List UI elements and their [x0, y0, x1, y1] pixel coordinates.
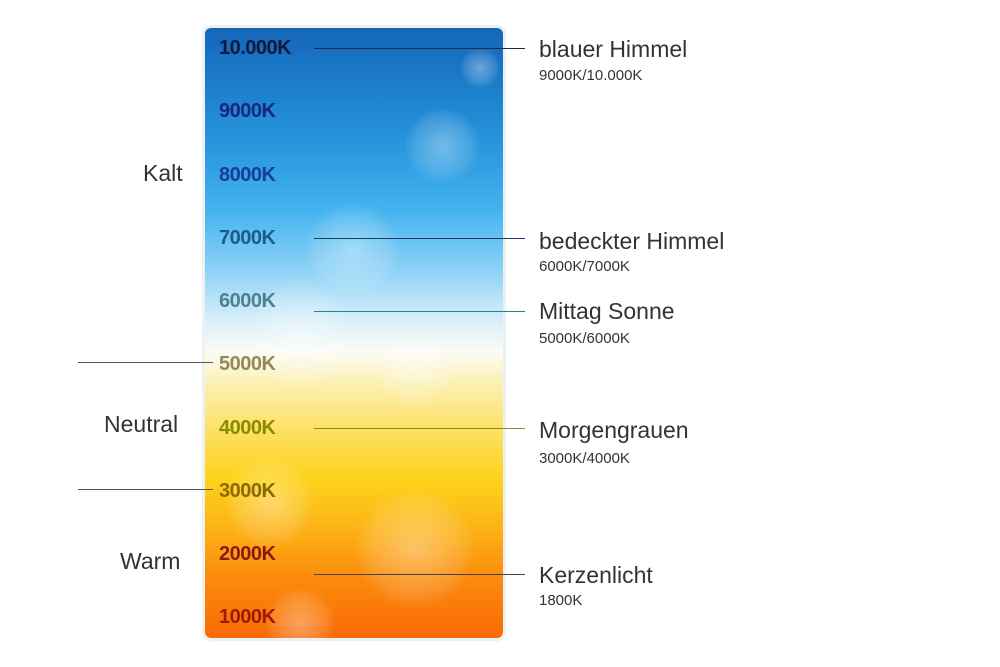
- annotation-leader-line: [314, 574, 525, 575]
- annotation-title-dawn: Morgengrauen: [539, 417, 689, 443]
- color-temperature-scale: [205, 28, 503, 638]
- annotation-title-candlelight: Kerzenlicht: [539, 562, 653, 588]
- category-warm-label: Warm: [120, 548, 181, 574]
- annotation-range-dawn: 3000K/4000K: [539, 450, 630, 467]
- tick-label-4000k: 4000K: [219, 417, 276, 439]
- category-neutral-label: Neutral: [104, 411, 179, 437]
- tick-label-8000k: 8000K: [219, 164, 276, 186]
- annotation-leader-line: [314, 238, 525, 239]
- category-divider-line: [78, 489, 213, 490]
- bokeh-light: [375, 328, 455, 408]
- bokeh-light: [460, 48, 500, 88]
- bokeh-light: [405, 108, 480, 183]
- tick-label-7000k: 7000K: [219, 227, 276, 249]
- annotation-range-candlelight: 1800K: [539, 592, 583, 609]
- annotation-leader-line: [314, 311, 525, 312]
- annotation-title-overcast-sky: bedeckter Himmel: [539, 228, 725, 254]
- annotation-leader-line: [314, 48, 525, 49]
- tick-label-2000k: 2000K: [219, 543, 276, 565]
- category-divider-line: [78, 362, 213, 363]
- tick-label-6000k: 6000K: [219, 290, 276, 312]
- tick-label-3000k: 3000K: [219, 480, 276, 502]
- bokeh-light: [355, 488, 475, 608]
- tick-label-5000k: 5000K: [219, 353, 276, 375]
- category-cold-label: Kalt: [143, 160, 183, 186]
- annotation-range-blue-sky: 9000K/10.000K: [539, 67, 643, 84]
- bokeh-light: [265, 588, 335, 638]
- annotation-title-blue-sky: blauer Himmel: [539, 36, 688, 62]
- annotation-range-noon-sun: 5000K/6000K: [539, 330, 630, 347]
- bokeh-light: [225, 458, 315, 548]
- tick-label-1000k: 1000K: [219, 606, 276, 628]
- bokeh-light: [305, 203, 400, 298]
- bokeh-light: [245, 278, 355, 388]
- annotation-leader-line: [314, 428, 525, 429]
- tick-label-9000k: 9000K: [219, 100, 276, 122]
- annotation-range-overcast-sky: 6000K/7000K: [539, 258, 630, 275]
- annotation-title-noon-sun: Mittag Sonne: [539, 298, 675, 324]
- tick-label-10000k: 10.000K: [219, 37, 292, 59]
